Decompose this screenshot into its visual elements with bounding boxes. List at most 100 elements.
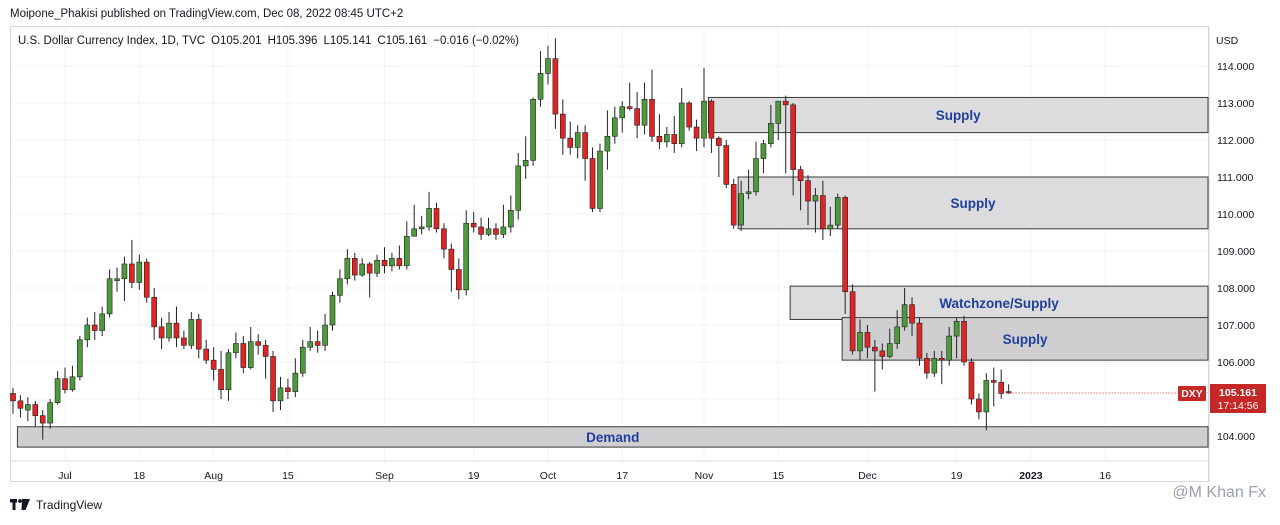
candle-body [448,248,455,270]
candle-body [262,345,269,357]
candle-body [359,263,366,276]
badge-price: 105.161 [1219,387,1257,399]
candle [508,195,514,233]
badge-symbol-bg [1178,386,1206,402]
candle [545,45,551,85]
candle [990,367,997,407]
candle-body [567,137,574,148]
candle-body [537,73,544,100]
candle-body [151,296,157,328]
candle-body [560,113,566,139]
candle [938,350,945,385]
candle [470,212,477,233]
candle [62,367,68,394]
candle-body [976,398,982,413]
candle-body [508,210,514,228]
candle-body [820,195,826,230]
candle [478,217,484,240]
candle [552,38,559,129]
x-tick-label: 19 [951,470,963,482]
candle [403,221,410,270]
candle [351,252,358,281]
candle [337,269,343,303]
x-tick-label: Jul [58,470,71,482]
candle [151,288,157,340]
candle-body [478,226,484,235]
candle [797,165,804,211]
candle [396,245,403,270]
candle-body [938,357,945,361]
candle [686,101,692,131]
candle [946,326,952,366]
candle [329,291,336,331]
candle [701,67,707,148]
candle-body [455,269,462,291]
candle [381,247,388,274]
candle [983,373,990,431]
candle-body [470,222,477,228]
x-tick-label: 18 [133,470,145,482]
candle-body [522,160,529,167]
candle-body [723,145,730,185]
candle-body [857,332,863,352]
candle-body [337,278,343,296]
candle [285,378,291,399]
candle-body [671,134,678,144]
x-tick-label: Nov [695,470,714,482]
footer-brand[interactable]: TradingView [10,498,102,512]
candle [827,206,834,237]
candle-body [649,99,655,137]
candle [277,376,284,411]
candle [233,332,239,359]
candle [69,365,76,392]
candle-body [946,335,952,361]
candle-body [545,58,551,74]
x-tick-label: Dec [858,470,877,482]
candle-body [782,100,789,106]
candle [188,312,195,350]
candle-body [589,158,596,209]
candle-body [886,343,893,357]
candle-body [441,228,447,250]
candle-body [968,361,975,400]
candle-body [745,191,752,194]
candle-body [530,99,536,161]
candle [433,202,440,233]
candle-body [656,136,663,143]
candle [158,317,165,350]
zones-layer [16,96,1209,448]
candle-body [842,197,848,293]
candle [522,136,529,179]
time-axis: Jul 18 Aug 15 Sep 19 Oct 17 Nov 15 Dec 19 2023 16 [58,470,1111,482]
candle [99,306,105,337]
candle [143,258,150,303]
candle-body [32,404,39,416]
candle-body [597,150,603,209]
legend-low: L105.141 [323,35,372,47]
candle-body [270,356,276,402]
candle-body [299,346,306,374]
candle [106,269,113,318]
candle-body [114,278,120,281]
candle-body [582,132,588,159]
candle [768,104,774,148]
candle-body [99,313,105,331]
candle-body [849,291,856,352]
candle-body [500,226,507,235]
candle-body [953,320,960,337]
candle-body [738,193,744,226]
candle-body [240,343,247,368]
candle [225,349,232,401]
candle-body [389,258,395,267]
candle-body [351,258,358,276]
candle-body [314,341,321,346]
candle [961,315,967,366]
candle [738,180,744,231]
candle [604,110,611,170]
candle [716,136,722,177]
candle [91,312,98,340]
candle-body [626,106,633,109]
candle-body [768,123,774,144]
published-line: Moipone_Phakisi published on TradingView… [10,8,404,20]
